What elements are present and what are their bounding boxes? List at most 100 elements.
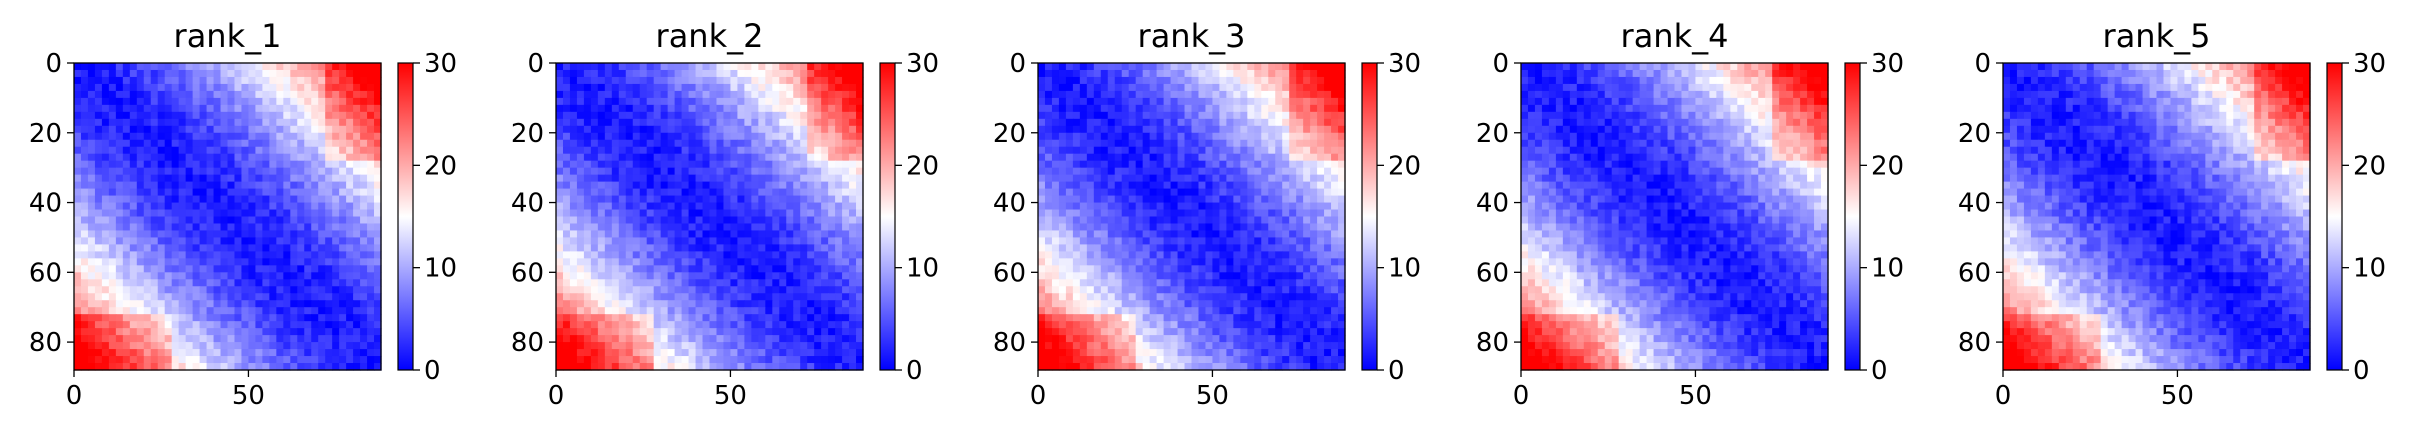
heatmap-cell bbox=[562, 146, 571, 155]
heatmap-cell bbox=[1205, 174, 1214, 183]
heatmap-cell bbox=[660, 146, 669, 155]
heatmap-cell bbox=[234, 90, 243, 99]
heatmap-cell bbox=[136, 167, 145, 176]
heatmap-cell bbox=[332, 153, 340, 162]
heatmap-cell bbox=[171, 258, 180, 266]
heatmap-cell bbox=[786, 174, 794, 183]
heatmap-cell bbox=[569, 139, 578, 148]
heatmap-cell bbox=[716, 76, 725, 85]
heatmap-cell bbox=[241, 244, 250, 252]
heatmap-cell bbox=[157, 223, 166, 232]
heatmap-cell bbox=[821, 293, 829, 301]
heatmap-cell bbox=[1184, 76, 1193, 85]
heatmap-cell bbox=[360, 307, 368, 315]
heatmap-cell bbox=[374, 195, 382, 204]
heatmap-cell bbox=[576, 146, 585, 155]
heatmap-cell bbox=[360, 265, 368, 273]
heatmap-cell bbox=[1149, 104, 1158, 113]
heatmap-cell bbox=[115, 251, 124, 259]
heatmap-cell bbox=[290, 328, 298, 336]
heatmap-cell bbox=[87, 258, 96, 266]
heatmap-cell bbox=[828, 279, 836, 287]
heatmap-cell bbox=[758, 314, 766, 322]
heatmap-cell bbox=[604, 363, 613, 371]
heatmap-cell bbox=[1296, 97, 1304, 106]
heatmap-cell bbox=[1093, 216, 1102, 225]
heatmap-cell bbox=[255, 363, 263, 371]
heatmap-cell bbox=[723, 293, 732, 301]
heatmap-cell bbox=[262, 195, 270, 204]
heatmap-cell bbox=[618, 342, 627, 350]
heatmap-cell bbox=[562, 286, 571, 294]
heatmap-cell bbox=[374, 209, 382, 218]
heatmap-cell bbox=[583, 265, 592, 273]
heatmap-cell bbox=[1170, 223, 1179, 232]
heatmap-cell bbox=[304, 118, 312, 127]
heatmap-cell bbox=[632, 237, 641, 246]
heatmap-cell bbox=[618, 223, 627, 232]
heatmap-cell bbox=[1038, 216, 1046, 225]
heatmap-cell bbox=[213, 272, 222, 280]
heatmap-cell bbox=[1093, 209, 1102, 218]
heatmap-cell bbox=[213, 244, 222, 252]
heatmap-cell bbox=[800, 293, 808, 301]
heatmap-cell bbox=[674, 307, 683, 315]
heatmap-cell bbox=[674, 265, 683, 273]
heatmap-cell bbox=[199, 118, 208, 127]
heatmap-cell bbox=[206, 104, 215, 113]
heatmap-cell bbox=[360, 153, 368, 162]
heatmap-cell bbox=[800, 139, 808, 148]
heatmap-cell bbox=[1282, 118, 1290, 127]
heatmap-cell bbox=[80, 83, 89, 92]
heatmap-cell bbox=[136, 97, 145, 106]
heatmap-cell bbox=[1240, 63, 1248, 71]
heatmap-cell bbox=[304, 167, 312, 176]
heatmap-cell bbox=[772, 97, 780, 106]
heatmap-cell bbox=[835, 265, 843, 273]
heatmap-cell bbox=[1324, 63, 1332, 71]
heatmap-cell bbox=[1044, 132, 1053, 141]
heatmap-cell bbox=[311, 69, 319, 78]
heatmap-cell bbox=[74, 279, 82, 287]
heatmap-cell bbox=[213, 216, 222, 225]
heatmap-cell bbox=[674, 272, 683, 280]
heatmap-cell bbox=[87, 223, 96, 232]
heatmap-cell bbox=[297, 174, 305, 183]
heatmap-cell bbox=[206, 90, 215, 99]
heatmap-cell bbox=[828, 321, 836, 329]
heatmap-cell bbox=[220, 188, 229, 197]
heatmap-cell bbox=[807, 160, 815, 169]
heatmap-cell bbox=[793, 335, 801, 343]
heatmap-cell bbox=[318, 244, 326, 252]
heatmap-cell bbox=[143, 244, 152, 252]
heatmap-cell bbox=[744, 118, 752, 127]
heatmap-cell bbox=[318, 153, 326, 162]
heatmap-cell bbox=[695, 342, 704, 350]
heatmap-cell bbox=[1038, 76, 1046, 85]
heatmap-cell bbox=[297, 83, 305, 92]
heatmap-cell bbox=[730, 237, 739, 246]
heatmap-cell bbox=[660, 97, 669, 106]
heatmap-cell bbox=[1114, 125, 1123, 134]
heatmap-cell bbox=[276, 244, 284, 252]
heatmap-cell bbox=[814, 111, 822, 120]
heatmap-cell bbox=[576, 160, 585, 169]
heatmap-cell bbox=[199, 63, 208, 71]
heatmap-cell bbox=[583, 63, 592, 71]
heatmap-cell bbox=[1296, 181, 1304, 190]
heatmap-cell bbox=[723, 132, 732, 141]
heatmap-cell bbox=[1121, 181, 1130, 190]
heatmap-cell bbox=[569, 314, 578, 322]
heatmap-cell bbox=[814, 279, 822, 287]
heatmap-cell bbox=[1156, 209, 1165, 218]
heatmap-cell bbox=[702, 104, 711, 113]
heatmap-cell bbox=[835, 307, 843, 315]
heatmap-cell bbox=[590, 146, 599, 155]
heatmap-cell bbox=[1156, 223, 1165, 232]
heatmap-cell bbox=[1121, 90, 1130, 99]
heatmap-cell bbox=[1212, 160, 1221, 169]
heatmap-cell bbox=[220, 111, 229, 120]
heatmap-cell bbox=[213, 104, 222, 113]
heatmap-cell bbox=[1058, 76, 1067, 85]
heatmap-cell bbox=[625, 286, 634, 294]
